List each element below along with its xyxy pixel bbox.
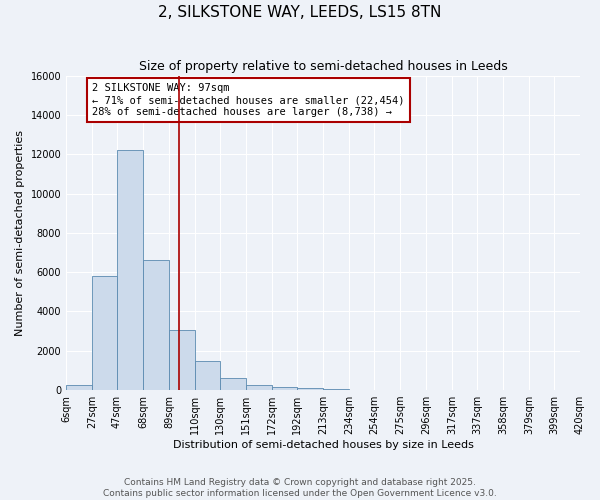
Bar [246, 384, 272, 390]
Bar [117, 150, 143, 390]
X-axis label: Distribution of semi-detached houses by size in Leeds: Distribution of semi-detached houses by … [173, 440, 473, 450]
Bar [66, 385, 92, 390]
Title: Size of property relative to semi-detached houses in Leeds: Size of property relative to semi-detach… [139, 60, 508, 73]
Bar [297, 388, 323, 390]
Bar [323, 388, 349, 390]
Bar [169, 330, 195, 390]
Text: 2, SILKSTONE WAY, LEEDS, LS15 8TN: 2, SILKSTONE WAY, LEEDS, LS15 8TN [158, 5, 442, 20]
Bar [272, 387, 297, 390]
Bar [220, 378, 246, 390]
Bar [143, 260, 169, 390]
Y-axis label: Number of semi-detached properties: Number of semi-detached properties [15, 130, 25, 336]
Text: 2 SILKSTONE WAY: 97sqm
← 71% of semi-detached houses are smaller (22,454)
28% of: 2 SILKSTONE WAY: 97sqm ← 71% of semi-det… [92, 84, 405, 116]
Bar [92, 276, 117, 390]
Bar [195, 360, 220, 390]
Text: Contains HM Land Registry data © Crown copyright and database right 2025.
Contai: Contains HM Land Registry data © Crown c… [103, 478, 497, 498]
